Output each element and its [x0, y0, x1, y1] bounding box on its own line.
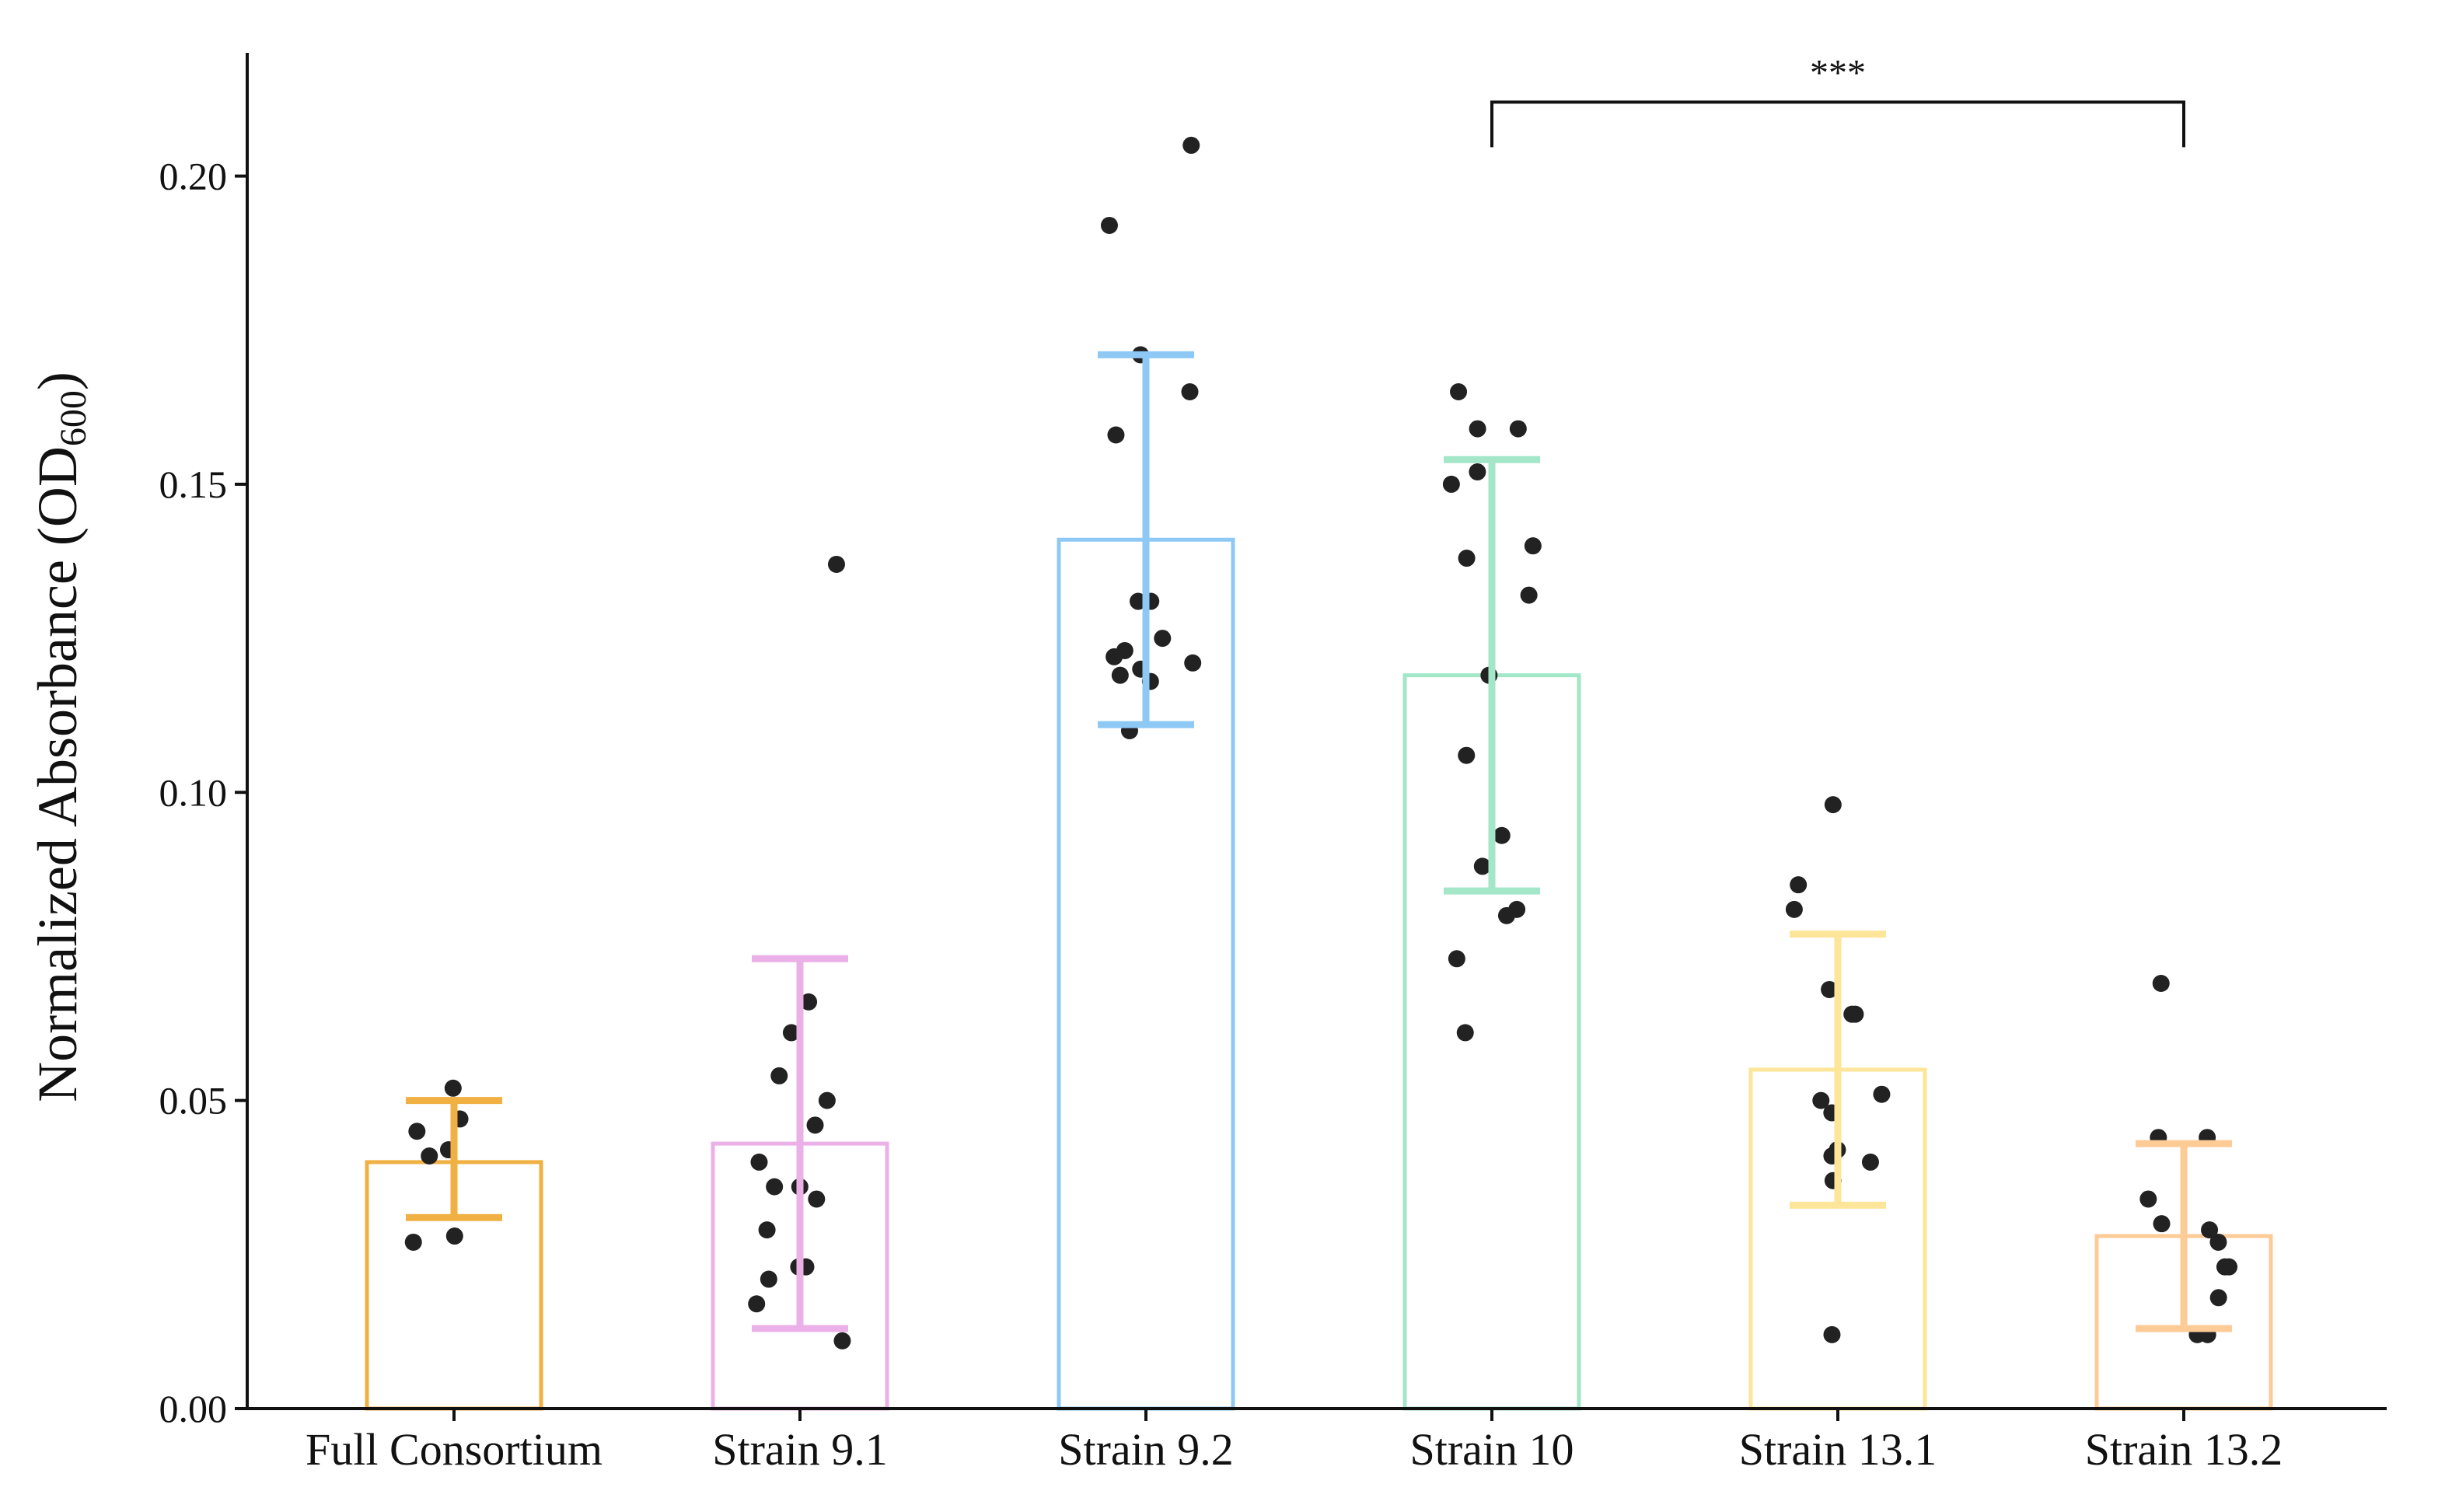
- y-tick-label-2: 0.10: [159, 770, 228, 814]
- data-point-strain-10-6: [1458, 550, 1476, 567]
- data-point-strain-10-14: [1448, 950, 1465, 968]
- data-point-strain-9-2-3: [1181, 383, 1199, 400]
- data-point-strain-10-3: [1469, 463, 1486, 481]
- x-tick-label-strain-13-2: Strain 13.2: [2085, 1424, 2283, 1475]
- data-point-strain-10-5: [1524, 537, 1542, 555]
- data-point-strain-13-2-3: [2139, 1190, 2157, 1208]
- error-bars-layer: [406, 351, 2232, 1332]
- error-bar-strain-13-1: [1790, 931, 1886, 1209]
- y-axis-title-subscript: 600: [53, 390, 94, 446]
- data-point-strain-9-2-9: [1105, 648, 1123, 665]
- data-point-strain-13-1-1: [1790, 876, 1808, 894]
- data-point-strain-10-15: [1456, 1024, 1474, 1042]
- points-layer: [404, 136, 2238, 1350]
- data-point-strain-9-2-12: [1111, 666, 1129, 684]
- data-point-strain-9-1-9: [808, 1190, 826, 1208]
- data-point-strain-9-1-4: [818, 1091, 836, 1109]
- data-point-strain-9-1-0: [827, 555, 845, 573]
- y-tick-label-0: 0.00: [159, 1387, 228, 1430]
- data-point-strain-10-0: [1450, 383, 1468, 400]
- data-point-strain-13-1-6: [1873, 1085, 1891, 1103]
- axes-layer: 0.00 0.05 0.10 0.15 0.20 Full Consortium Strai…: [159, 53, 2387, 1475]
- data-point-strain-13-2-4: [2153, 1215, 2171, 1233]
- data-point-strain-9-2-0: [1182, 136, 1200, 154]
- data-point-strain-13-2-8: [2216, 1258, 2234, 1276]
- significance-bracket-line-0: [1490, 100, 2185, 148]
- y-axis-title: Normalized Absorbance (OD600): [26, 372, 94, 1102]
- bars-layer: [365, 537, 2273, 1411]
- data-point-full-consortium-0: [444, 1079, 462, 1097]
- data-point-strain-9-1-3: [770, 1067, 788, 1084]
- y-tick-label-1: 0.05: [159, 1079, 228, 1123]
- data-point-strain-13-2-5: [2201, 1221, 2219, 1239]
- error-bar-strain-10: [1444, 456, 1540, 895]
- data-point-strain-9-2-10: [1184, 654, 1202, 672]
- data-point-strain-9-1-15: [833, 1332, 851, 1350]
- data-point-strain-13-2-6: [2209, 1233, 2227, 1251]
- significance-bracket-0: ***: [1490, 52, 2185, 148]
- data-point-strain-9-2-7: [1154, 630, 1172, 648]
- data-point-strain-9-2-5: [1129, 592, 1147, 610]
- y-tick-label-3: 0.15: [159, 463, 228, 506]
- data-point-strain-10-9: [1458, 746, 1476, 764]
- error-bar-full-consortium: [406, 1097, 502, 1221]
- error-bar-strain-9-1: [752, 955, 848, 1332]
- data-point-strain-9-1-6: [750, 1153, 768, 1171]
- y-axis-title-close: ): [26, 372, 89, 390]
- data-point-full-consortium-3: [421, 1147, 438, 1165]
- data-point-strain-10-11: [1473, 857, 1491, 875]
- x-tick-label-strain-9-2: Strain 9.2: [1058, 1424, 1234, 1475]
- data-point-strain-13-1-5: [1843, 1005, 1861, 1023]
- data-point-strain-9-1-10: [758, 1221, 776, 1239]
- data-point-strain-10-4: [1442, 475, 1460, 493]
- data-point-strain-10-13: [1497, 906, 1515, 924]
- data-point-strain-10-2: [1469, 420, 1486, 438]
- error-bar-strain-9-2: [1098, 351, 1194, 728]
- data-point-full-consortium-2: [408, 1123, 426, 1140]
- data-point-strain-9-2-1: [1100, 216, 1118, 234]
- data-point-strain-10-1: [1509, 420, 1527, 438]
- data-point-strain-9-1-13: [760, 1270, 777, 1288]
- data-point-strain-13-1-13: [1823, 1325, 1841, 1343]
- data-point-strain-9-1-14: [748, 1295, 766, 1313]
- x-tick-label-strain-9-1: Strain 9.1: [712, 1424, 888, 1475]
- significance-label-0: ***: [1810, 52, 1866, 93]
- data-point-strain-13-2-0: [2152, 975, 2170, 993]
- data-point-strain-13-2-9: [2209, 1289, 2227, 1307]
- data-point-full-consortium-5: [445, 1227, 463, 1245]
- data-point-strain-9-1-8: [766, 1178, 784, 1196]
- data-point-strain-9-2-4: [1107, 426, 1125, 444]
- x-tick-label-strain-10: Strain 10: [1409, 1424, 1574, 1475]
- error-bar-strain-13-2: [2136, 1140, 2232, 1332]
- data-point-strain-9-1-2: [782, 1024, 800, 1042]
- data-point-strain-10-10: [1493, 826, 1511, 844]
- data-point-strain-13-1-2: [1785, 900, 1803, 918]
- data-point-strain-10-7: [1520, 586, 1538, 604]
- data-point-full-consortium-6: [404, 1233, 422, 1251]
- data-point-strain-13-1-11: [1861, 1153, 1879, 1171]
- data-point-strain-13-1-0: [1824, 796, 1842, 814]
- data-point-strain-9-1-1: [800, 993, 818, 1011]
- annotations-layer: ***: [1490, 52, 2185, 148]
- y-axis-title-main: Normalized Absorbance (OD: [26, 446, 89, 1102]
- data-point-strain-13-1-7: [1812, 1091, 1830, 1109]
- data-point-strain-9-1-5: [806, 1116, 824, 1134]
- x-tick-label-strain-13-1: Strain 13.1: [1739, 1424, 1937, 1475]
- x-tick-label-full-consortium: Full Consortium: [306, 1424, 603, 1475]
- data-point-strain-13-1-3: [1821, 980, 1839, 998]
- y-tick-label-4: 0.20: [159, 155, 228, 198]
